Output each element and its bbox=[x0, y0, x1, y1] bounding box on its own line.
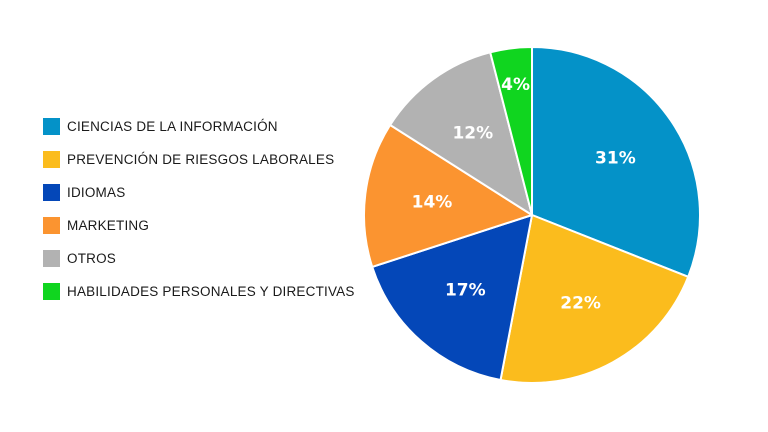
legend-swatch bbox=[43, 250, 60, 268]
legend-label: OTROS bbox=[67, 251, 117, 267]
legend-entry: IDIOMAS bbox=[43, 181, 355, 203]
pie-slice bbox=[371, 214, 533, 382]
legend-label: PREVENCIÓN DE RIESGOS LABORALES bbox=[67, 151, 335, 167]
legend-entry: HABILIDADES PERSONALES Y DIRECTIVAS bbox=[43, 281, 355, 303]
legend-label: IDIOMAS bbox=[67, 184, 126, 200]
slice-label: 4% bbox=[501, 75, 530, 95]
slice-label: 17% bbox=[445, 281, 486, 301]
pie-slice bbox=[362, 123, 533, 268]
legend-entry: OTROS bbox=[43, 248, 355, 270]
slice-label: 12% bbox=[452, 124, 493, 144]
pie-slice bbox=[499, 214, 690, 384]
legend-label: MARKETING bbox=[67, 218, 150, 234]
pie-slice bbox=[531, 46, 701, 278]
legend-swatch bbox=[43, 217, 60, 235]
pie-slice bbox=[489, 46, 533, 216]
chart-legend: CIENCIAS DE LA INFORMACIÓN PREVENCIÓN DE … bbox=[43, 115, 355, 314]
legend-label: CIENCIAS DE LA INFORMACIÓN bbox=[67, 118, 278, 134]
legend-swatch bbox=[43, 283, 60, 301]
legend-label: HABILIDADES PERSONALES Y DIRECTIVAS bbox=[67, 284, 355, 300]
legend-entry: CIENCIAS DE LA INFORMACIÓN bbox=[43, 115, 355, 137]
slice-label: 22% bbox=[560, 293, 601, 313]
slice-label: 14% bbox=[412, 192, 453, 212]
legend-entry: PREVENCIÓN DE RIESGOS LABORALES bbox=[43, 148, 355, 170]
legend-swatch bbox=[43, 183, 60, 201]
legend-swatch bbox=[43, 150, 60, 168]
pie-slice bbox=[389, 51, 533, 216]
legend-entry: MARKETING bbox=[43, 215, 355, 237]
legend-swatch bbox=[43, 117, 60, 135]
slice-label: 31% bbox=[595, 148, 636, 168]
